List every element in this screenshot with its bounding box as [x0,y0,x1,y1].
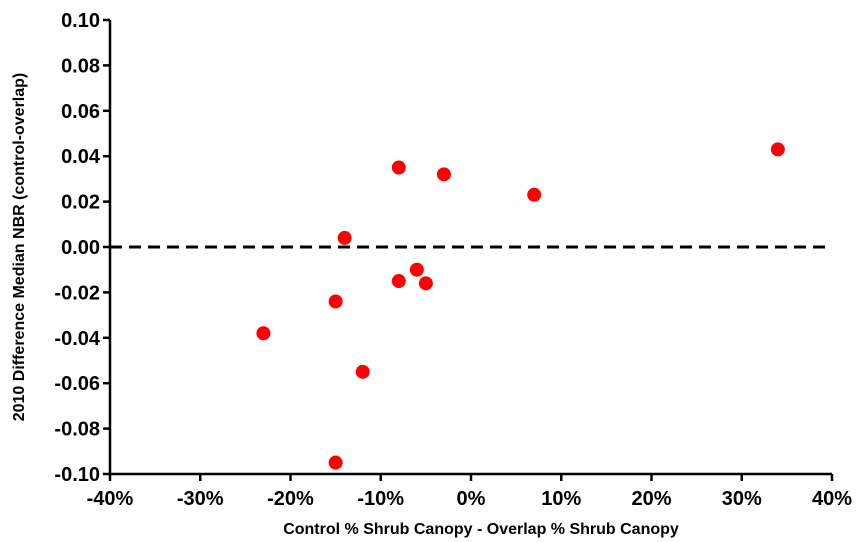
y-tick-label: -0.06 [54,373,100,395]
points-layer [256,142,785,470]
x-tick-label: 0% [457,488,486,510]
data-point [409,262,424,277]
data-point [337,230,352,245]
axes-layer [103,18,834,481]
data-point [527,187,542,202]
x-axis-title: Control % Shrub Canopy - Overlap % Shrub… [283,521,679,538]
y-tick-label: -0.04 [54,328,100,350]
data-point [418,276,433,291]
data-point [436,167,451,182]
y-tick-label: 0.06 [61,101,100,123]
tick-labels-layer: -0.10 -0.08 -0.06 -0.04 -0.02 0.00 0.02 0.04 0.0… [54,10,852,510]
x-tick-label: -10% [357,488,404,510]
x-tick-label: 10% [541,488,581,510]
y-tick-label: 0.02 [61,192,100,214]
y-tick-label: 0.10 [61,10,100,32]
x-tick-label: -30% [177,488,224,510]
x-tick-label: -40% [87,488,134,510]
y-tick-label: 0.08 [61,55,100,77]
y-tick-label: 0.00 [61,237,100,259]
y-tick-label: -0.10 [54,464,100,486]
data-point [391,274,406,289]
data-point [355,364,370,379]
data-point [328,455,343,470]
data-point [256,326,271,341]
y-tick-label: -0.08 [54,419,100,441]
x-tick-label: -20% [267,488,314,510]
y-axis-title: 2010 Difference Median NBR (control-over… [11,73,28,422]
y-tick-label: -0.02 [54,282,100,304]
y-tick-label: 0.04 [61,146,101,168]
x-tick-label: 40% [812,488,852,510]
data-point [770,142,785,157]
data-point [391,160,406,175]
data-point [328,294,343,309]
x-tick-label: 20% [631,488,671,510]
x-tick-label: 30% [722,488,762,510]
